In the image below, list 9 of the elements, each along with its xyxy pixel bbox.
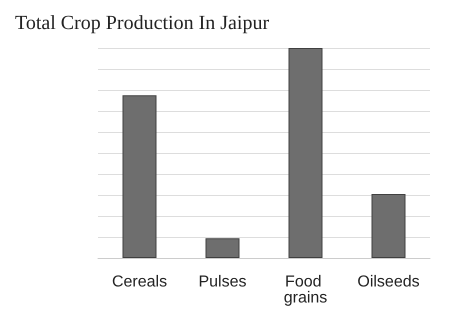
x-tick-label: Oilseeds bbox=[357, 274, 420, 290]
x-tick-label: Cereals bbox=[112, 274, 168, 290]
bar bbox=[288, 48, 322, 258]
chart-title: Total Crop Production In Jaipur bbox=[15, 12, 270, 34]
bar bbox=[372, 194, 406, 258]
bar bbox=[122, 95, 156, 258]
bar bbox=[206, 238, 240, 258]
x-tick-label: Food grains bbox=[284, 274, 328, 306]
x-tick-label: Pulses bbox=[198, 274, 247, 290]
